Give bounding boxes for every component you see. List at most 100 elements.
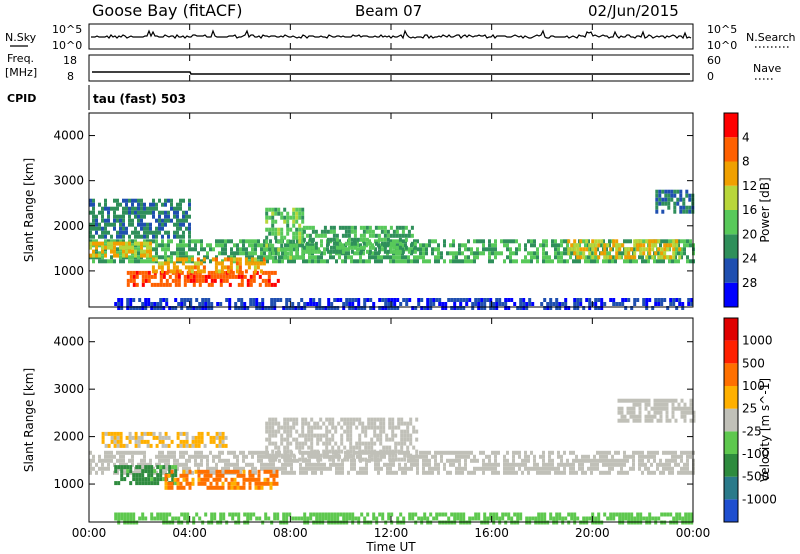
heatmap-cell <box>372 516 376 521</box>
heatmap-cell <box>183 282 187 287</box>
heatmap-cell <box>491 259 494 264</box>
heatmap-cell <box>185 462 188 467</box>
heatmap-cell <box>276 278 280 283</box>
heatmap-cell <box>350 458 353 463</box>
heatmap-cell <box>223 257 227 262</box>
station-title: Goose Bay (fitACF) <box>92 1 242 20</box>
heatmap-cell <box>132 477 136 482</box>
heatmap-cell <box>156 481 160 486</box>
heatmap-cell <box>542 251 545 256</box>
heatmap-cell <box>268 421 272 426</box>
heatmap-cell <box>506 450 509 455</box>
heatmap-cell <box>675 239 679 244</box>
heatmap-cell <box>236 481 240 486</box>
heatmap-cell <box>110 239 113 244</box>
heatmap-cell <box>314 241 318 246</box>
heatmap-cell <box>326 237 330 242</box>
heatmap-cell <box>422 259 425 264</box>
heatmap-cell <box>364 449 368 454</box>
heatmap-cell <box>403 421 407 426</box>
heatmap-cell <box>494 243 497 248</box>
heatmap-cell <box>452 458 455 463</box>
heatmap-cell <box>313 421 317 426</box>
heatmap-cell <box>654 298 658 302</box>
heatmap-cell <box>265 219 269 224</box>
heatmap-cell <box>663 255 667 260</box>
heatmap-cell <box>182 234 185 239</box>
heatmap-cell <box>361 421 365 426</box>
heatmap-cell <box>290 470 293 475</box>
heatmap-cell <box>187 269 191 274</box>
heatmap-cell <box>280 453 284 458</box>
heatmap-cell <box>632 259 635 264</box>
heatmap-cell <box>295 429 299 434</box>
heatmap-cell <box>403 433 407 438</box>
heatmap-cell <box>213 278 217 283</box>
heatmap-cell <box>215 443 219 448</box>
heatmap-cell <box>371 233 375 238</box>
heatmap-cell <box>358 453 362 458</box>
heatmap-cell <box>671 450 674 455</box>
heatmap-cell <box>175 269 179 274</box>
heatmap-cell <box>415 429 419 434</box>
heatmap-cell <box>125 435 129 440</box>
heatmap-cell <box>174 473 178 478</box>
heatmap-cell <box>473 466 476 471</box>
heatmap-cell <box>119 230 122 235</box>
heatmap-cell <box>146 259 149 264</box>
heatmap-cell <box>185 251 188 256</box>
heatmap-cell <box>373 417 377 422</box>
heatmap-cell <box>473 259 476 264</box>
heatmap-cell <box>152 431 156 436</box>
heatmap-cell <box>509 255 512 260</box>
heatmap-cell <box>174 282 178 287</box>
heatmap-cell <box>672 251 676 256</box>
heatmap-cell <box>176 477 180 482</box>
heatmap-cell <box>597 512 601 517</box>
heatmap-cell <box>151 265 155 270</box>
heatmap-cell <box>158 198 161 203</box>
heatmap-cell <box>158 222 161 227</box>
heatmap-cell <box>144 274 148 279</box>
heatmap-cell <box>651 239 655 244</box>
heatmap-cell <box>253 269 257 274</box>
heatmap-cell <box>213 512 217 517</box>
heatmap-cell <box>128 234 131 239</box>
heatmap-cell <box>308 225 312 230</box>
heatmap-cell <box>410 233 414 238</box>
heatmap-cell <box>380 255 383 260</box>
heatmap-cell <box>664 201 668 206</box>
heatmap-cell <box>617 418 621 423</box>
heatmap-cell <box>162 516 166 521</box>
heatmap-cell <box>452 450 455 455</box>
heatmap-cell <box>367 417 371 422</box>
heatmap-cell <box>126 302 130 306</box>
heatmap-cell <box>246 282 250 287</box>
heatmap-cell <box>131 218 134 223</box>
heatmap-cell <box>603 243 607 248</box>
colorbar-segment <box>724 137 738 162</box>
heatmap-cell <box>236 458 239 463</box>
heatmap-cell <box>110 435 114 440</box>
heatmap-cell <box>378 512 382 517</box>
heatmap-cell <box>155 202 158 207</box>
heatmap-cell <box>388 457 392 462</box>
heatmap-cell <box>539 243 542 248</box>
heatmap-cell <box>470 251 473 256</box>
heatmap-cell <box>107 450 110 455</box>
heatmap-cell <box>431 239 434 244</box>
heatmap-cell <box>316 437 320 442</box>
heatmap-cell <box>298 235 302 240</box>
heatmap-cell <box>122 259 125 264</box>
heatmap-cell <box>355 417 359 422</box>
heatmap-cell <box>240 298 244 302</box>
heatmap-cell <box>603 251 607 256</box>
heatmap-cell <box>286 211 290 216</box>
heatmap-cell <box>257 477 261 482</box>
heatmap-cell <box>349 425 353 430</box>
heatmap-cell <box>289 425 293 430</box>
heatmap-cell <box>635 398 639 403</box>
heatmap-cell <box>495 298 499 302</box>
heatmap-cell <box>434 259 437 264</box>
